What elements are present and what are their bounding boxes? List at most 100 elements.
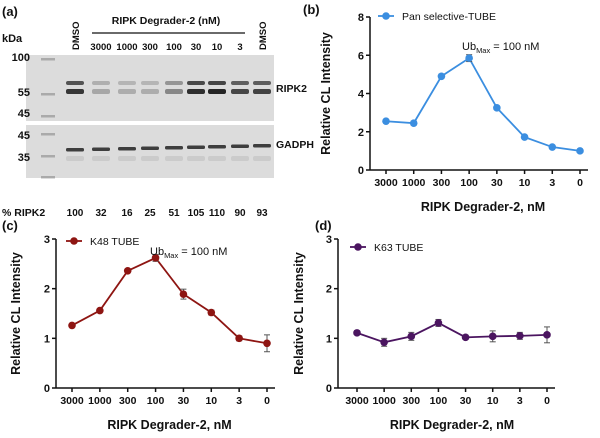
marker-45-bottom: 45 (18, 130, 30, 142)
faint-band (253, 156, 271, 161)
data-point (235, 334, 243, 343)
data-point (548, 143, 557, 151)
y-tick-label: 2 (326, 284, 332, 296)
lane-label-dmso: DMSO (71, 22, 82, 51)
data-point (96, 306, 104, 315)
y-tick-label: 2 (44, 284, 50, 296)
ripk2-band-upper (66, 81, 84, 85)
data-point (488, 332, 497, 341)
blot-membrane-bottom (26, 125, 274, 178)
x-tick-label: 30 (491, 177, 503, 189)
lane-label: 100 (166, 42, 182, 53)
x-tick-label: 30 (178, 395, 190, 407)
faint-band (118, 156, 136, 161)
x-tick-label: 300 (403, 395, 421, 407)
y-axis-title: Relative CL Intensity (9, 252, 23, 375)
x-axis-title: RIPK Degrader-2, nM (421, 200, 545, 214)
data-point (382, 117, 390, 126)
x-tick-label: 1000 (88, 395, 112, 407)
data-point (179, 290, 188, 298)
data-point (380, 338, 388, 347)
data-point (493, 104, 501, 112)
legend-label: Pan selective-TUBE (402, 11, 496, 23)
x-tick-label: 100 (430, 395, 448, 407)
ub-text: Ub (150, 246, 164, 258)
percent-value: 110 (209, 208, 226, 219)
series-line (356, 321, 548, 344)
x-tick-label: 10 (519, 177, 531, 189)
x-tick-label: 10 (487, 395, 499, 407)
panel-label-a: (a) (2, 4, 18, 19)
ladder-band (41, 93, 55, 96)
x-tick-label: 1000 (372, 395, 396, 407)
ripk2-band-upper (208, 81, 226, 85)
faint-band (92, 156, 110, 161)
marker-55: 55 (18, 87, 30, 99)
kda-label: kDa (2, 33, 23, 45)
data-point (407, 332, 416, 341)
ripk2-band-lower (165, 89, 183, 94)
data-point (207, 308, 216, 317)
data-point (123, 266, 132, 275)
ubmax-value: = 100 nM (490, 41, 539, 53)
gadph-band (253, 144, 271, 148)
data-point (543, 331, 551, 339)
ripk2-band-upper (165, 81, 183, 85)
faint-band (165, 156, 183, 161)
legend-label: K48 TUBE (90, 236, 139, 248)
ubmax-value: = 100 nM (178, 246, 227, 258)
ripk2-band-upper (231, 81, 249, 85)
ripk2-band-lower (66, 89, 84, 94)
y-tick-label: 0 (358, 165, 364, 177)
data-point (576, 147, 584, 155)
lane-label: 30 (191, 42, 202, 53)
faint-band (187, 156, 205, 161)
blot-membrane-top (26, 55, 274, 121)
data-point (516, 332, 524, 340)
data-point (151, 254, 160, 262)
legend-marker (382, 12, 390, 20)
gadph-band (208, 145, 226, 149)
data-point (520, 133, 529, 141)
y-tick-label: 0 (326, 383, 332, 395)
x-tick-label: 3 (517, 395, 523, 407)
data-point (465, 54, 473, 62)
panel-label: (d) (315, 218, 332, 233)
y-axis-title: Relative CL Intensity (292, 252, 306, 375)
y-axis-title: Relative CL Intensity (319, 32, 333, 155)
x-tick-label: 3000 (374, 177, 398, 189)
percent-value: 32 (95, 208, 107, 219)
x-tick-label: 100 (147, 395, 165, 407)
ripk2-band-lower (253, 89, 271, 94)
ub-text: Ub (462, 41, 476, 53)
ripk2-band-lower (92, 89, 110, 94)
gadph-band (187, 145, 205, 149)
gadph-band (92, 147, 110, 151)
legend-marker (354, 243, 362, 251)
y-tick-label: 1 (44, 333, 50, 345)
x-tick-label: 3 (236, 395, 242, 407)
x-tick-label: 300 (433, 177, 451, 189)
ripk2-band-lower (231, 89, 249, 94)
marker-35: 35 (18, 152, 30, 164)
percent-value: 51 (168, 208, 180, 219)
lane-label: 1000 (116, 42, 137, 53)
x-tick-label: 0 (577, 177, 583, 189)
x-tick-label: 30 (460, 395, 472, 407)
percent-value: 16 (121, 208, 133, 219)
ripk2-band-lower (118, 89, 136, 94)
faint-band (141, 156, 159, 161)
x-axis-title: RIPK Degrader-2, nM (390, 418, 514, 432)
data-point (437, 72, 446, 81)
x-tick-label: 3000 (60, 395, 84, 407)
series-line (71, 256, 268, 345)
ubmax-annotation: UbMax = 100 nM (462, 41, 539, 55)
ladder-band (41, 176, 55, 179)
x-tick-label: 300 (119, 395, 137, 407)
series-line (385, 56, 581, 152)
data-point (68, 321, 76, 330)
panel-label: (b) (303, 2, 320, 17)
